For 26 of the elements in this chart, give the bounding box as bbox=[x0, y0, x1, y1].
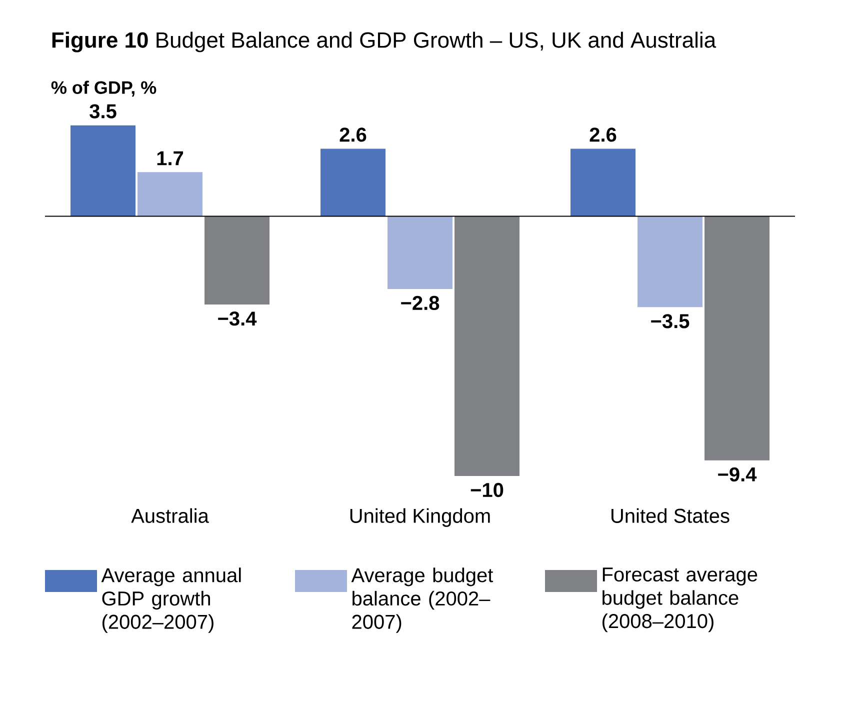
bar bbox=[704, 216, 770, 460]
bar bbox=[638, 216, 703, 308]
y-axis-title: % of GDP, % bbox=[51, 80, 156, 97]
bar bbox=[138, 172, 203, 216]
legend-label: Forecast average budget balance (2008–2010) bbox=[602, 568, 758, 632]
bar bbox=[204, 216, 270, 305]
legend-label: Average budget balance (2002–2007) bbox=[351, 568, 494, 633]
data-label: −10 bbox=[470, 482, 504, 498]
data-label: −2.8 bbox=[401, 296, 440, 310]
bar bbox=[388, 216, 453, 289]
legend-label: Average annual GDP growth (2002–2007) bbox=[101, 568, 241, 633]
data-label: −3.4 bbox=[218, 311, 257, 326]
data-label: −3.5 bbox=[651, 314, 690, 328]
data-label: 1.7 bbox=[157, 151, 184, 166]
data-label: 3.5 bbox=[90, 104, 116, 118]
x-tick-label: United States bbox=[612, 508, 730, 523]
bar bbox=[320, 148, 386, 216]
x-tick-label: United Kingdom bbox=[350, 508, 490, 527]
bar bbox=[70, 125, 136, 216]
bar bbox=[454, 216, 520, 476]
chart-title: Figure 10 Budget Balance and GDP Growth – US, UK and Australia bbox=[52, 32, 716, 52]
bar bbox=[570, 148, 636, 216]
data-label: −9.4 bbox=[718, 467, 757, 482]
x-tick-label: Australia bbox=[131, 508, 209, 523]
data-label: 2.6 bbox=[590, 128, 616, 142]
data-label: 2.6 bbox=[340, 128, 366, 142]
